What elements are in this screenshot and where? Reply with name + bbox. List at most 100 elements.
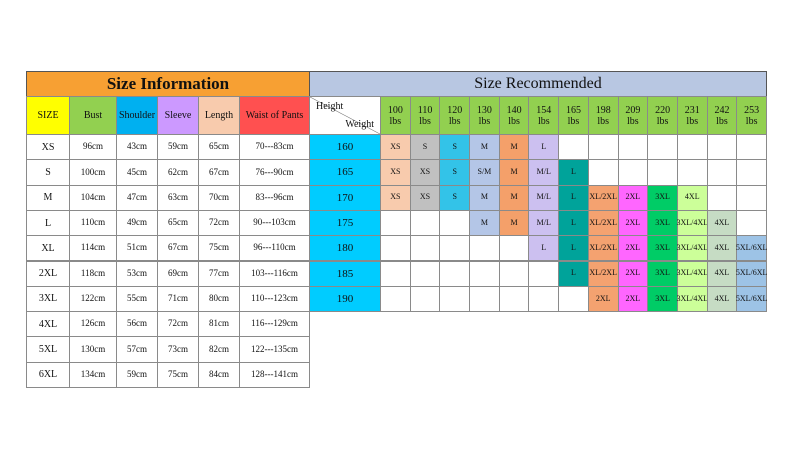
weight-header: 154 lbs bbox=[528, 96, 560, 135]
height-cell: 170 bbox=[309, 184, 381, 211]
size-cell: XL/2XL bbox=[587, 209, 619, 237]
empty-cell bbox=[617, 159, 649, 186]
size-cell: L bbox=[26, 209, 70, 237]
weight-unit: lbs bbox=[716, 115, 728, 127]
size-cell: XS bbox=[380, 134, 411, 161]
measure-cell: 110cm bbox=[69, 209, 117, 237]
measure-cell: 96---110cm bbox=[239, 235, 310, 262]
size-cell: 2XL bbox=[617, 235, 649, 262]
size-cell: 4XL bbox=[26, 311, 70, 338]
size-cell: 6XL bbox=[26, 361, 70, 388]
size-cell: M/L bbox=[528, 184, 560, 211]
size-cell: 3XL bbox=[26, 285, 70, 313]
column-header: Bust bbox=[69, 96, 117, 135]
measure-cell: 134cm bbox=[69, 361, 117, 388]
measure-cell: 51cm bbox=[116, 235, 158, 262]
empty-cell bbox=[469, 235, 500, 262]
measure-cell: 69cm bbox=[157, 260, 199, 287]
height-cell: 160 bbox=[309, 134, 381, 161]
measure-cell: 59cm bbox=[116, 361, 158, 388]
height-cell: 185 bbox=[309, 260, 381, 287]
size-cell: 3XL/4XL bbox=[676, 209, 708, 237]
weight-value: 198 bbox=[595, 104, 611, 116]
size-cell: L bbox=[558, 184, 589, 211]
empty-cell bbox=[706, 184, 738, 211]
height-cell: 175 bbox=[309, 209, 381, 237]
weight-unit: lbs bbox=[389, 115, 402, 127]
weight-header: 110 lbs bbox=[409, 96, 441, 135]
size-cell: 4XL bbox=[706, 285, 738, 313]
weight-header: 231 lbs bbox=[676, 96, 708, 135]
measure-cell: 73cm bbox=[157, 336, 199, 363]
height-cell: 190 bbox=[309, 285, 381, 313]
size-cell: 3XL/4XL bbox=[676, 285, 708, 313]
size-cell: S bbox=[26, 159, 70, 186]
measure-cell: 45cm bbox=[116, 159, 158, 186]
size-cell: XL/2XL bbox=[587, 184, 619, 211]
weight-unit: lbs bbox=[448, 115, 461, 127]
measure-cell: 130cm bbox=[69, 336, 117, 363]
weight-value: 209 bbox=[625, 104, 641, 116]
measure-cell: 83---96cm bbox=[239, 184, 310, 211]
corner-label: Weight bbox=[345, 119, 374, 130]
size-cell: 2XL bbox=[617, 260, 649, 287]
measure-cell: 67cm bbox=[198, 159, 240, 186]
measure-cell: 59cm bbox=[157, 134, 199, 161]
weight-value: 231 bbox=[684, 104, 700, 116]
weight-header: 220 lbs bbox=[647, 96, 678, 135]
empty-cell bbox=[469, 285, 500, 313]
height-cell: 180 bbox=[309, 235, 381, 262]
empty-cell bbox=[380, 235, 411, 262]
measure-cell: 76---90cm bbox=[239, 159, 310, 186]
size-cell: XS bbox=[380, 159, 411, 186]
empty-cell bbox=[647, 159, 678, 186]
weight-unit: lbs bbox=[567, 115, 580, 127]
empty-cell bbox=[498, 260, 530, 287]
measure-cell: 71cm bbox=[157, 285, 199, 313]
column-header: SIZE bbox=[26, 96, 70, 135]
size-cell: S bbox=[439, 184, 471, 211]
weight-header: 140 lbs bbox=[498, 96, 530, 135]
measure-cell: 53cm bbox=[116, 260, 158, 287]
size-cell: 5XL bbox=[26, 336, 70, 363]
empty-cell bbox=[676, 134, 708, 161]
measure-cell: 63cm bbox=[157, 184, 199, 211]
size-cell: S bbox=[409, 134, 441, 161]
size-cell: 3XL bbox=[647, 209, 678, 237]
empty-cell bbox=[380, 285, 411, 313]
empty-cell bbox=[439, 209, 471, 237]
weight-value: 253 bbox=[744, 104, 760, 116]
size-cell: 4XL bbox=[706, 209, 738, 237]
measure-cell: 67cm bbox=[157, 235, 199, 262]
size-cell: 4XL bbox=[706, 260, 738, 287]
size-cell: L bbox=[528, 134, 560, 161]
measure-cell: 82cm bbox=[198, 336, 240, 363]
size-cell: M bbox=[26, 184, 70, 211]
size-cell: L bbox=[558, 209, 589, 237]
empty-cell bbox=[558, 285, 589, 313]
weight-header: 165 lbs bbox=[558, 96, 589, 135]
size-cell: 3XL bbox=[647, 235, 678, 262]
empty-cell bbox=[617, 134, 649, 161]
measure-cell: 56cm bbox=[116, 311, 158, 338]
table-title: Size Recommended bbox=[309, 71, 767, 97]
weight-value: 220 bbox=[655, 104, 671, 116]
measure-cell: 70cm bbox=[198, 184, 240, 211]
weight-unit: lbs bbox=[597, 115, 610, 127]
size-cell: M bbox=[498, 209, 530, 237]
weight-header: 253 lbs bbox=[736, 96, 767, 135]
weight-value: 242 bbox=[714, 104, 730, 116]
measure-cell: 72cm bbox=[157, 311, 199, 338]
empty-cell bbox=[469, 260, 500, 287]
measure-cell: 110---123cm bbox=[239, 285, 310, 313]
empty-cell bbox=[647, 134, 678, 161]
empty-cell bbox=[736, 159, 767, 186]
size-cell: M bbox=[469, 134, 500, 161]
weight-unit: lbs bbox=[656, 115, 669, 127]
size-cell: XS bbox=[409, 159, 441, 186]
empty-cell bbox=[409, 285, 441, 313]
measure-cell: 62cm bbox=[157, 159, 199, 186]
size-cell: M bbox=[498, 159, 530, 186]
empty-cell bbox=[498, 235, 530, 262]
